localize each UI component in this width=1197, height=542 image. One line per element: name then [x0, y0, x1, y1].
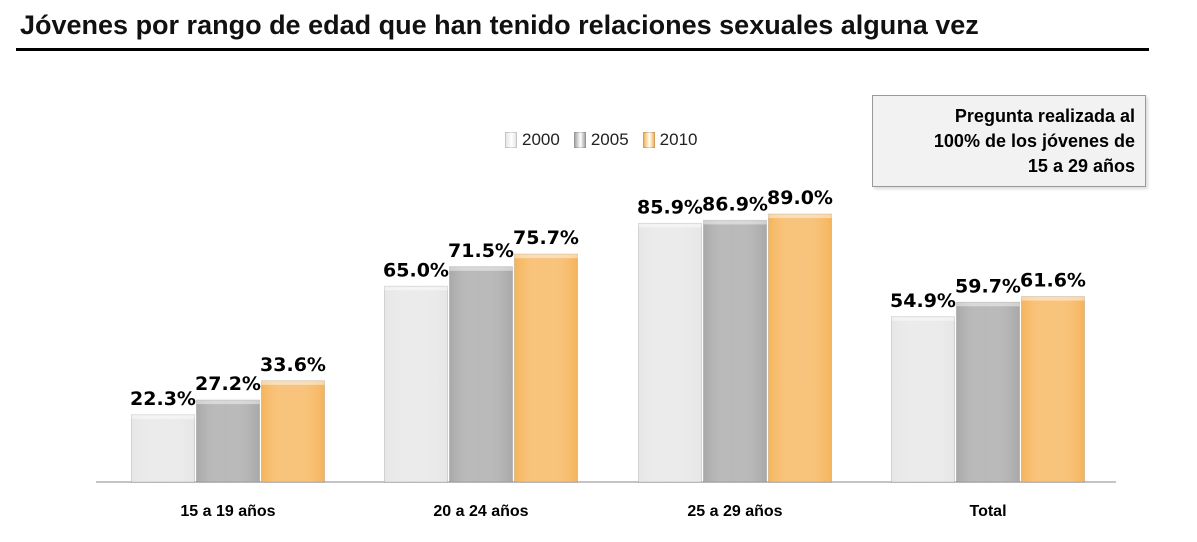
value-label-2010-0: 33.6% [260, 354, 326, 376]
note-box: Pregunta realizada al 100% de los jóvene… [872, 95, 1146, 187]
bar-bevel-2005-0 [196, 400, 260, 405]
legend-item-2010: 2010 [642, 130, 698, 150]
bar-highlight-2010-2 [768, 214, 832, 483]
bar-highlight-2000-2 [638, 223, 702, 483]
legend-label-2010: 2010 [659, 130, 698, 149]
bar-bevel-2000-2 [638, 223, 702, 228]
value-label-2010-1: 75.7% [513, 227, 579, 249]
bar-highlight-2000-3 [891, 316, 955, 482]
chart-title: Jóvenes por rango de edad que han tenido… [20, 10, 979, 40]
value-label-2010-2: 89.0% [767, 187, 833, 209]
legend: 2000 2005 2010 [505, 130, 697, 150]
bar-highlight-2005-2 [703, 220, 767, 482]
value-label-2000-0: 22.3% [130, 388, 196, 410]
bar-bevel-2005-2 [703, 220, 767, 225]
category-label-0: 15 a 19 años [180, 503, 275, 520]
value-label-2005-2: 86.9% [702, 193, 768, 215]
bar-highlight-2005-1 [449, 266, 513, 482]
bar-bevel-2000-3 [891, 316, 955, 321]
title-underline [16, 48, 1149, 51]
category-label-3: Total [969, 503, 1006, 520]
bar-highlight-2010-1 [514, 254, 578, 482]
value-label-2000-3: 54.9% [890, 290, 956, 312]
value-label-2000-1: 65.0% [383, 259, 449, 281]
legend-label-2000: 2000 [522, 130, 560, 149]
value-label-2005-3: 59.7% [955, 275, 1021, 297]
bar-highlight-2010-0 [261, 380, 325, 482]
bar-highlight-2005-3 [956, 302, 1020, 482]
bar-bevel-2000-1 [384, 286, 448, 291]
legend-swatch-2005 [573, 132, 586, 148]
value-label-2000-2: 85.9% [637, 196, 703, 218]
legend-item-2005: 2005 [573, 130, 629, 150]
category-label-1: 20 a 24 años [433, 503, 528, 520]
bar-bevel-2010-2 [768, 214, 832, 219]
value-label-2005-0: 27.2% [195, 373, 261, 395]
value-label-2010-3: 61.6% [1020, 270, 1086, 292]
bar-bevel-2005-1 [449, 266, 513, 271]
bar-bevel-2010-3 [1021, 296, 1085, 301]
bar-highlight-2005-0 [196, 400, 260, 482]
bar-bevel-2000-0 [131, 414, 195, 419]
legend-swatch-2010 [642, 132, 655, 148]
bar-bevel-2005-3 [956, 302, 1020, 307]
bar-bevel-2010-0 [261, 380, 325, 385]
bar-bevel-2010-1 [514, 254, 578, 259]
bar-highlight-2000-1 [384, 286, 448, 482]
value-label-2005-1: 71.5% [448, 240, 514, 262]
category-label-2: 25 a 29 años [687, 503, 782, 520]
legend-swatch-2000 [505, 132, 517, 148]
legend-label-2005: 2005 [590, 130, 629, 149]
bar-highlight-2000-0 [131, 414, 195, 482]
legend-item-2000: 2000 [505, 130, 560, 150]
bar-highlight-2010-3 [1021, 296, 1085, 482]
